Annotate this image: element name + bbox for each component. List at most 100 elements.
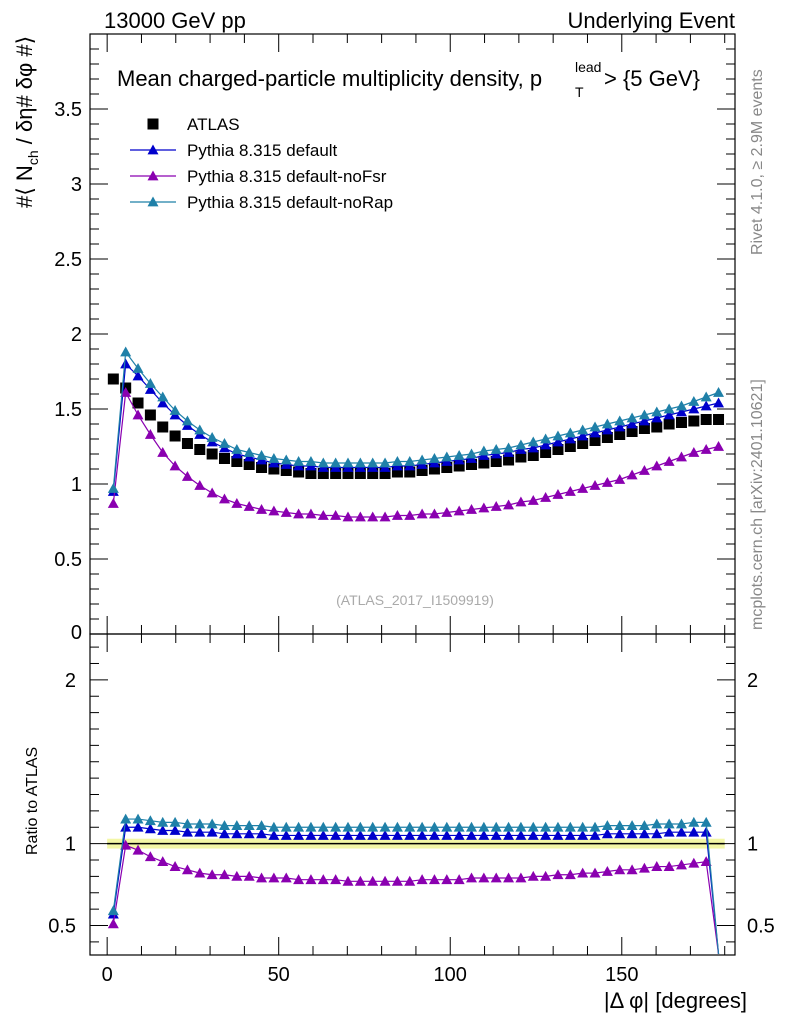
ratio-point <box>601 865 613 876</box>
ratio-point <box>391 821 403 832</box>
data-point-triangle <box>342 457 354 468</box>
ratio-point <box>564 821 576 832</box>
ratio-point <box>206 818 218 829</box>
data-point-triangle <box>614 415 626 426</box>
data-point-triangle <box>107 483 119 493</box>
ratio-y-axis-title: Ratio to ATLAS <box>24 747 41 855</box>
ratio-point <box>120 813 132 824</box>
ratio-series-pythia-8-315-default-nofsr <box>107 839 720 955</box>
data-point-triangle <box>157 397 169 408</box>
ratio-point <box>243 820 255 831</box>
ratio-point <box>503 872 515 883</box>
ratio-point <box>626 820 638 831</box>
data-point-triangle <box>280 507 292 517</box>
data-point-triangle <box>330 457 342 468</box>
ratio-point <box>169 816 181 827</box>
ratio-point <box>453 829 465 840</box>
data-point-square <box>453 460 465 472</box>
data-point-triangle <box>293 508 305 519</box>
data-point-triangle <box>330 510 342 520</box>
data-point-square <box>713 414 725 425</box>
ratio-point <box>169 861 181 871</box>
series-pythia-8-315-default-norap <box>107 346 725 493</box>
ratio-point <box>132 813 144 824</box>
ratio-point <box>453 874 465 885</box>
data-point-triangle <box>527 442 539 453</box>
data-point-square <box>540 447 552 458</box>
series-pythia-8-315-default-nofsr <box>107 387 725 522</box>
data-point-triangle <box>280 454 292 465</box>
data-point-square <box>268 463 280 475</box>
data-point-triangle <box>589 480 601 490</box>
data-point-square <box>354 468 366 479</box>
legend-marker-square <box>147 118 159 130</box>
data-point-triangle <box>651 412 663 423</box>
data-point-triangle <box>132 370 144 381</box>
ratio-point <box>663 826 675 837</box>
data-point-triangle <box>305 508 317 519</box>
data-point-square <box>157 421 169 433</box>
ratio-series-layer <box>107 813 720 955</box>
data-point-square <box>243 459 255 470</box>
legend-label: Pythia 8.315 default <box>187 141 338 160</box>
ratio-point <box>256 820 268 831</box>
data-point-triangle <box>181 471 193 481</box>
ratio-point <box>490 872 502 883</box>
data-point-triangle <box>256 450 268 460</box>
main-axis-ticks: 0.5 1 1.5 2 2.5 3 3.5 0 <box>54 34 735 644</box>
ratio-point <box>638 820 650 831</box>
ratio-point <box>490 829 502 840</box>
data-point-square <box>700 414 712 425</box>
data-point-square <box>589 435 601 446</box>
data-point-square <box>132 397 144 409</box>
ratio-point <box>441 821 453 832</box>
data-point-triangle <box>367 457 379 468</box>
ratio-point <box>330 829 342 840</box>
data-point-triangle <box>144 378 156 388</box>
data-point-triangle <box>675 400 687 411</box>
ratio-point <box>391 875 403 886</box>
ratio-point <box>120 839 132 850</box>
ratio-point <box>515 872 527 883</box>
data-point-triangle <box>293 456 305 466</box>
data-point-triangle <box>416 454 428 465</box>
data-point-triangle <box>663 403 675 414</box>
data-point-square <box>466 459 478 470</box>
ratio-point <box>268 829 280 840</box>
ratio-point <box>626 828 638 839</box>
data-point-triangle <box>490 501 502 511</box>
main-series-layer <box>107 346 725 522</box>
mcplots-label: mcplots.cern.ch [arXiv:2401.10621] <box>749 379 766 630</box>
ratio-point <box>700 826 712 837</box>
data-point-triangle <box>688 403 700 414</box>
ratio-point <box>169 825 181 835</box>
ratio-point <box>700 816 712 827</box>
data-point-triangle <box>589 427 601 438</box>
data-point-triangle <box>564 433 576 444</box>
ratio-point <box>688 826 700 837</box>
data-point-triangle <box>601 418 613 429</box>
data-point-triangle <box>688 447 700 457</box>
data-point-triangle <box>354 457 366 468</box>
ratio-point <box>540 870 552 881</box>
ratio-point <box>305 821 317 832</box>
ratio-point <box>675 859 687 870</box>
ratio-point <box>700 856 712 867</box>
ratio-point <box>367 829 379 840</box>
data-point-triangle <box>601 424 613 435</box>
analysis-watermark: (ATLAS_2017_I1509919) <box>336 592 494 608</box>
x-tick-label: 50 <box>268 964 290 986</box>
main-y-tick-label: 0.5 <box>54 549 82 571</box>
data-point-triangle <box>317 510 329 520</box>
data-point-triangle <box>317 457 329 468</box>
ratio-point <box>515 829 527 840</box>
data-point-square <box>638 423 650 434</box>
data-point-triangle <box>527 436 539 447</box>
data-point-square <box>194 444 206 455</box>
data-point-triangle <box>577 483 589 493</box>
legend-label: Pythia 8.315 default-noRap <box>187 193 393 212</box>
ratio-point <box>478 829 490 840</box>
ratio-point <box>256 828 268 839</box>
data-point-triangle <box>700 400 712 411</box>
data-point-triangle <box>194 480 206 490</box>
